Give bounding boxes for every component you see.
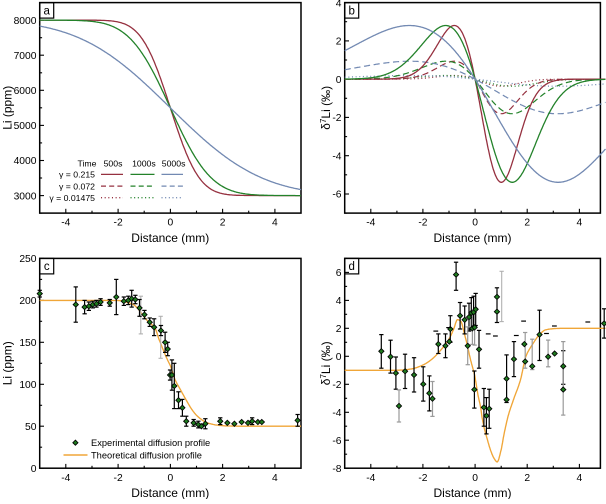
svg-text:Experimental diffusion profile: Experimental diffusion profile	[91, 438, 210, 448]
svg-text:γ = 0.072: γ = 0.072	[59, 181, 95, 191]
svg-text:γ = 0.215: γ = 0.215	[59, 170, 95, 180]
svg-text:2: 2	[524, 473, 530, 484]
svg-text:δ7Li (‰): δ7Li (‰)	[319, 341, 333, 385]
svg-text:-8: -8	[332, 464, 341, 475]
svg-text:0: 0	[336, 352, 342, 363]
svg-text:-6: -6	[332, 190, 341, 201]
svg-text:250: 250	[19, 254, 36, 265]
svg-text:-2: -2	[332, 113, 341, 124]
svg-text:3000: 3000	[14, 191, 37, 202]
svg-text:Time: Time	[78, 158, 97, 168]
svg-text:c: c	[44, 261, 50, 273]
svg-text:-4: -4	[366, 473, 375, 484]
svg-text:Distance (mm): Distance (mm)	[433, 231, 511, 245]
svg-text:-2: -2	[332, 380, 341, 391]
svg-text:Distance (mm): Distance (mm)	[131, 231, 209, 245]
svg-text:Li (ppm): Li (ppm)	[1, 86, 15, 130]
svg-text:2: 2	[220, 218, 226, 229]
svg-text:0: 0	[336, 75, 342, 86]
svg-text:2: 2	[336, 37, 342, 48]
svg-text:-2: -2	[418, 218, 427, 229]
svg-text:5000s: 5000s	[162, 158, 186, 168]
svg-text:γ = 0.01475: γ = 0.01475	[49, 193, 95, 203]
svg-text:100: 100	[19, 380, 36, 391]
svg-text:Distance (mm): Distance (mm)	[433, 486, 511, 499]
svg-text:0: 0	[472, 218, 478, 229]
svg-text:4: 4	[272, 218, 278, 229]
svg-text:-2: -2	[418, 473, 427, 484]
svg-text:4: 4	[577, 218, 583, 229]
svg-text:6: 6	[336, 268, 342, 279]
svg-text:4: 4	[272, 473, 278, 484]
svg-text:500s: 500s	[104, 158, 123, 168]
svg-text:0: 0	[31, 464, 37, 475]
svg-text:δ7Li (‰): δ7Li (‰)	[319, 86, 333, 130]
svg-text:0: 0	[472, 473, 478, 484]
svg-text:2: 2	[524, 218, 530, 229]
svg-text:-2: -2	[114, 218, 123, 229]
svg-text:7000: 7000	[14, 51, 37, 62]
svg-text:d: d	[348, 261, 354, 273]
svg-text:Distance (mm): Distance (mm)	[131, 486, 209, 499]
svg-text:-4: -4	[61, 473, 70, 484]
svg-text:150: 150	[19, 338, 36, 349]
svg-text:1000s: 1000s	[132, 158, 156, 168]
svg-text:2: 2	[220, 473, 226, 484]
svg-text:b: b	[348, 5, 354, 17]
svg-text:-4: -4	[61, 218, 70, 229]
svg-text:2: 2	[336, 324, 342, 335]
svg-text:a: a	[43, 5, 50, 17]
svg-text:4: 4	[336, 296, 342, 307]
svg-text:4: 4	[336, 0, 342, 9]
svg-text:4: 4	[577, 473, 583, 484]
svg-text:-4: -4	[366, 218, 375, 229]
svg-text:-4: -4	[332, 408, 341, 419]
svg-text:-6: -6	[332, 436, 341, 447]
svg-text:Theoretical diffusion profile: Theoretical diffusion profile	[91, 450, 202, 460]
svg-text:5000: 5000	[14, 121, 37, 132]
svg-text:200: 200	[19, 296, 36, 307]
svg-text:8000: 8000	[14, 16, 37, 27]
svg-text:6000: 6000	[14, 86, 37, 97]
svg-text:Li (ppm): Li (ppm)	[1, 341, 15, 385]
svg-text:50: 50	[25, 422, 37, 433]
svg-text:4000: 4000	[14, 156, 37, 167]
svg-text:0: 0	[168, 218, 174, 229]
svg-text:-2: -2	[114, 473, 123, 484]
svg-text:-4: -4	[332, 151, 341, 162]
svg-text:0: 0	[168, 473, 174, 484]
